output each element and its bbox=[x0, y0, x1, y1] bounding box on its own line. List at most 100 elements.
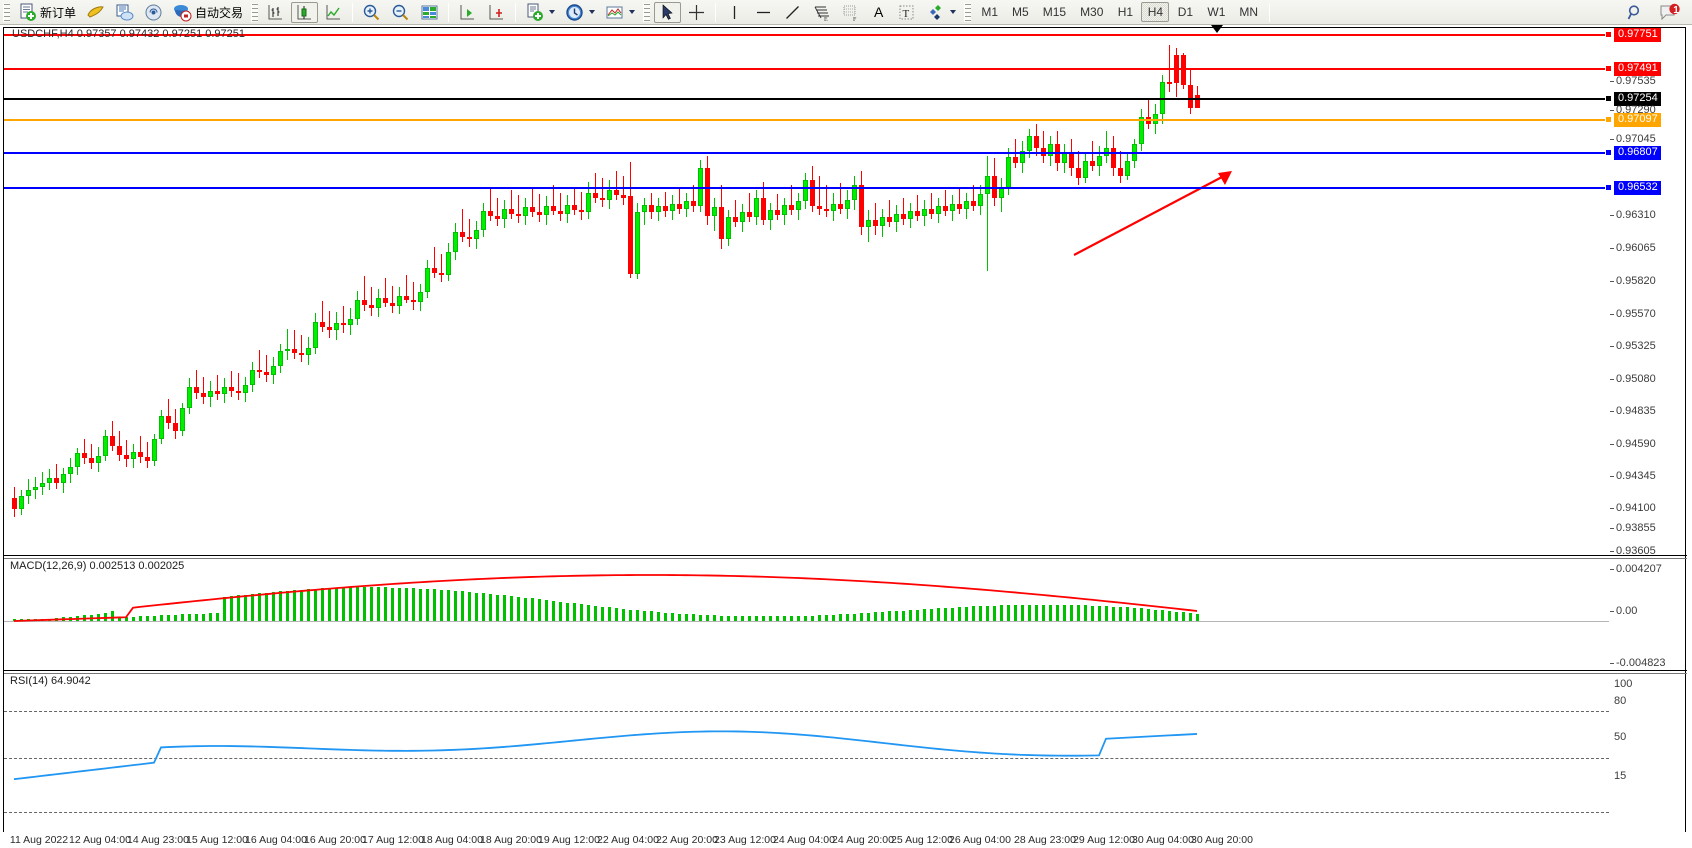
candle-body bbox=[810, 180, 815, 207]
rsi-axis: 100 80 50 15 bbox=[1610, 674, 1688, 829]
pane-divider-rsi bbox=[4, 670, 1687, 671]
macd-histogram-bar bbox=[825, 614, 828, 621]
price-tag-support-1: 0.96807 bbox=[1614, 146, 1661, 160]
price-tick-mark bbox=[1610, 551, 1614, 552]
macd-histogram-bar bbox=[1098, 605, 1101, 621]
indicators-dropdown-caret[interactable] bbox=[549, 10, 556, 14]
templates-button[interactable] bbox=[601, 2, 639, 23]
cursor-button[interactable] bbox=[654, 1, 682, 23]
toolbar-grip-4[interactable] bbox=[964, 2, 972, 22]
publish-button[interactable] bbox=[111, 2, 138, 23]
candle-body bbox=[614, 190, 619, 196]
candle-body bbox=[292, 348, 297, 353]
timeframe-h1[interactable]: H1 bbox=[1117, 5, 1134, 19]
timeframe-m1[interactable]: M1 bbox=[981, 5, 999, 19]
macd-histogram-bar bbox=[1084, 605, 1087, 621]
candle-body bbox=[1034, 136, 1039, 149]
new-order-button[interactable]: 新订单 bbox=[14, 2, 80, 23]
timeframe-m5[interactable]: M5 bbox=[1012, 5, 1029, 19]
fibo-button[interactable]: E bbox=[808, 2, 835, 23]
bar-chart-button[interactable] bbox=[262, 2, 289, 23]
price-axis[interactable]: 0.97535 0.97290 0.97045 0.96310 0.96065 0.958… bbox=[1610, 28, 1688, 557]
candle-body bbox=[649, 205, 654, 213]
price-tick-mark bbox=[1610, 281, 1614, 282]
search-icon bbox=[1627, 4, 1640, 19]
fibo-f-button[interactable]: F bbox=[837, 2, 864, 23]
candle-body bbox=[971, 201, 976, 207]
timeframe-h4[interactable]: H4 bbox=[1141, 2, 1170, 22]
timeframe-w1[interactable]: W1 bbox=[1207, 5, 1226, 19]
shift-end-button[interactable] bbox=[454, 2, 481, 23]
candle-body bbox=[271, 366, 276, 375]
candle-wick bbox=[217, 374, 218, 401]
macd-histogram-bar bbox=[580, 604, 583, 621]
objects-dropdown-caret[interactable] bbox=[950, 10, 957, 14]
candle-body bbox=[33, 486, 38, 491]
label-icon: T bbox=[899, 5, 914, 20]
rsi-pane[interactable] bbox=[4, 674, 1609, 829]
candle-wick bbox=[959, 187, 960, 214]
candle-wick bbox=[574, 186, 575, 215]
level-line-handle[interactable] bbox=[1605, 95, 1612, 102]
macd-histogram-bar bbox=[293, 590, 296, 621]
price-pane[interactable] bbox=[4, 28, 1609, 556]
period-dropdown-caret[interactable] bbox=[589, 10, 596, 14]
chart-plot-border bbox=[3, 27, 1686, 845]
templates-dropdown-caret[interactable] bbox=[629, 10, 636, 14]
level-line-handle[interactable] bbox=[1605, 149, 1612, 156]
candle-body bbox=[467, 236, 472, 240]
candle-body bbox=[852, 185, 857, 201]
timeframe-m15[interactable]: M15 bbox=[1042, 5, 1067, 19]
hline-button[interactable] bbox=[750, 2, 777, 23]
indicators-button[interactable] bbox=[521, 2, 559, 23]
line-chart-button[interactable] bbox=[320, 2, 347, 23]
data-window-button[interactable] bbox=[416, 2, 443, 23]
pane-divider-macd-2 bbox=[4, 558, 1687, 559]
alerts-button[interactable]: 1 bbox=[1654, 2, 1684, 23]
toolbar-grip-2[interactable] bbox=[251, 2, 259, 22]
level-line-handle[interactable] bbox=[1605, 65, 1612, 72]
timeframe-mn[interactable]: MN bbox=[1239, 5, 1259, 19]
up-trend-arrow[interactable] bbox=[4, 28, 1609, 556]
toolbar-grip-1[interactable] bbox=[3, 2, 10, 22]
macd-histogram-bar bbox=[888, 611, 891, 621]
macd-pane[interactable] bbox=[4, 559, 1609, 669]
timeframe-d1[interactable]: D1 bbox=[1177, 5, 1194, 19]
profile-button[interactable] bbox=[82, 2, 109, 23]
text-button[interactable]: A bbox=[866, 2, 891, 23]
candle-wick bbox=[392, 286, 393, 314]
candle-body bbox=[215, 390, 220, 395]
date-axis[interactable]: 11 Aug 2022 12 Aug 04:00 14 Aug 23:00 15 Au… bbox=[3, 832, 1689, 848]
objects-button[interactable] bbox=[922, 2, 960, 23]
level-line-handle[interactable] bbox=[1605, 184, 1612, 191]
date-tick-label: 17 Aug 12:00 bbox=[362, 834, 424, 846]
rsi-tick-label: 15 bbox=[1614, 770, 1627, 782]
period-button[interactable] bbox=[561, 2, 599, 23]
level-line-stroke bbox=[4, 68, 1610, 70]
macd-histogram-bar bbox=[804, 615, 807, 621]
trendline-button[interactable] bbox=[779, 2, 806, 23]
toolbar-grip-3[interactable] bbox=[643, 2, 651, 22]
date-tick-label: 16 Aug 04:00 bbox=[245, 834, 307, 846]
macd-histogram-bar bbox=[1007, 605, 1010, 621]
auto-trading-button[interactable]: 自动交易 bbox=[169, 2, 247, 23]
timeframe-m30[interactable]: M30 bbox=[1080, 5, 1104, 19]
zoom-out-button[interactable] bbox=[387, 2, 414, 23]
level-line-handle[interactable] bbox=[1605, 116, 1612, 123]
signals-button[interactable] bbox=[140, 2, 167, 23]
level-line-handle[interactable] bbox=[1605, 31, 1612, 38]
chart-window[interactable]: USDCHF,H4 0.97357 0.97432 0.97251 0.9725… bbox=[0, 25, 1692, 848]
candle-body bbox=[537, 212, 542, 215]
candle-wick bbox=[777, 193, 778, 220]
macd-histogram-bar bbox=[678, 613, 681, 621]
label-button[interactable]: T bbox=[893, 2, 920, 23]
crosshair-button[interactable] bbox=[683, 2, 710, 23]
auto-scroll-button[interactable] bbox=[483, 2, 510, 23]
indicators-icon bbox=[527, 3, 544, 21]
zoom-in-button[interactable] bbox=[358, 2, 385, 23]
vline-button[interactable] bbox=[721, 2, 748, 23]
candle-wick bbox=[329, 310, 330, 338]
candlestick-chart-button[interactable] bbox=[291, 1, 319, 23]
search-button[interactable] bbox=[1622, 2, 1649, 23]
price-tick-mark bbox=[1610, 81, 1614, 82]
